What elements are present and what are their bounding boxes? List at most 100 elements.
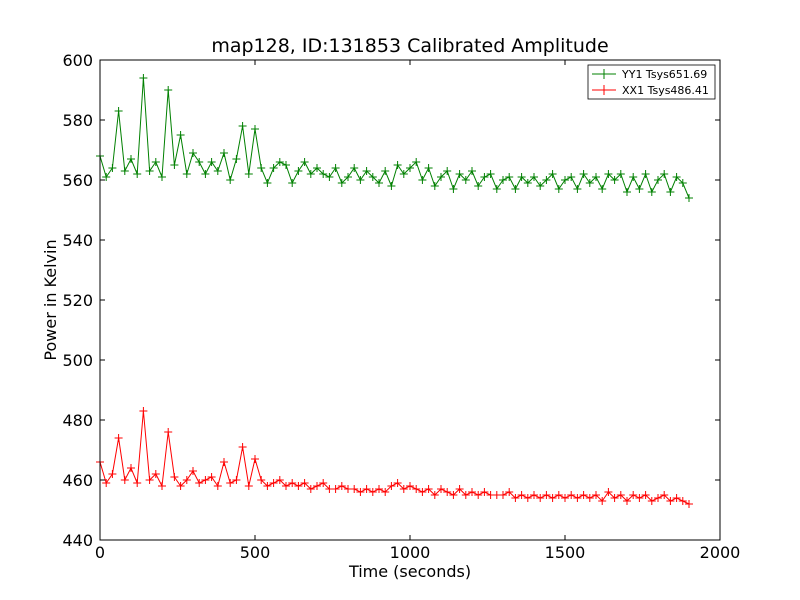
data-point (461, 491, 470, 499)
data-point (567, 173, 576, 181)
data-point (480, 488, 489, 496)
data-point (170, 473, 179, 481)
data-point (275, 158, 284, 166)
data-point (604, 488, 613, 496)
data-point (654, 494, 662, 502)
data-point (437, 485, 445, 493)
data-point (201, 476, 210, 484)
data-point (511, 494, 520, 502)
data-point (505, 488, 514, 496)
data-point (468, 167, 476, 175)
data-point (337, 179, 346, 187)
data-point (263, 482, 272, 490)
legend-label-xx1: XX1 Tsys486.41 (622, 84, 709, 97)
data-point (647, 188, 656, 196)
data-point (195, 479, 204, 487)
y-tick-label: 540 (62, 231, 93, 250)
y-tick-label: 500 (62, 351, 93, 370)
data-point (430, 182, 439, 190)
data-point (176, 131, 185, 139)
data-point (523, 179, 532, 187)
data-point (449, 185, 458, 193)
data-point (356, 488, 365, 496)
x-tick-label: 1500 (545, 543, 586, 562)
y-tick-label: 600 (62, 51, 93, 70)
data-point (207, 158, 216, 166)
data-point (251, 455, 259, 463)
data-point (288, 479, 297, 487)
data-point (610, 494, 619, 502)
data-point (151, 158, 160, 166)
data-point (145, 167, 154, 175)
data-point (579, 170, 588, 178)
data-point (232, 155, 241, 163)
data-point (164, 86, 173, 94)
data-point (480, 173, 489, 181)
data-point (654, 176, 662, 184)
data-point (548, 494, 557, 502)
data-point (474, 182, 483, 190)
data-point (114, 434, 123, 442)
data-point (127, 464, 135, 472)
data-point (424, 164, 433, 172)
data-point (672, 173, 681, 181)
data-point (647, 497, 656, 505)
data-point (282, 161, 290, 169)
data-point (660, 491, 669, 499)
data-point (213, 167, 222, 175)
data-point (220, 149, 228, 157)
data-point (244, 170, 253, 178)
data-point (561, 176, 569, 184)
data-point (685, 500, 693, 508)
data-point (139, 74, 148, 82)
data-point (468, 488, 476, 496)
data-point (331, 485, 340, 493)
data-point (685, 194, 693, 202)
data-point (182, 170, 191, 178)
data-point (616, 170, 625, 178)
data-point (623, 188, 631, 196)
data-point (381, 167, 390, 175)
data-point (344, 173, 352, 181)
data-point (412, 158, 421, 166)
data-point (554, 185, 563, 193)
data-point (381, 488, 390, 496)
legend-entry-xx1: XX1 Tsys486.41 (592, 84, 709, 97)
data-point (275, 476, 284, 484)
legend-marker-yy1 (599, 69, 609, 79)
legend-marker-xx1 (599, 85, 609, 95)
plot-area (100, 60, 720, 540)
data-point (331, 164, 340, 172)
data-point (300, 479, 309, 487)
data-point (337, 482, 346, 490)
data-point (189, 467, 197, 475)
data-point (375, 485, 383, 493)
data-point (437, 173, 445, 181)
data-point (282, 482, 290, 490)
data-point (220, 458, 228, 466)
data-point (114, 107, 123, 115)
data-point (629, 491, 638, 499)
data-point (176, 482, 185, 490)
data-point (399, 170, 408, 178)
data-point (486, 170, 495, 178)
data-point (201, 170, 210, 178)
data-point (368, 173, 377, 181)
series-layer (96, 74, 693, 508)
data-point (406, 482, 414, 490)
data-point (517, 173, 526, 181)
data-point (362, 167, 371, 175)
data-point (492, 185, 501, 193)
data-point (598, 497, 607, 505)
data-point (610, 176, 619, 184)
data-point (443, 488, 452, 496)
data-point (548, 170, 557, 178)
data-point (319, 479, 328, 487)
legend-box (587, 64, 716, 100)
data-point (678, 179, 687, 187)
data-point (579, 491, 588, 499)
data-point (120, 167, 129, 175)
data-point (189, 149, 197, 157)
data-point (269, 479, 278, 487)
y-tick-label: 460 (62, 471, 93, 490)
